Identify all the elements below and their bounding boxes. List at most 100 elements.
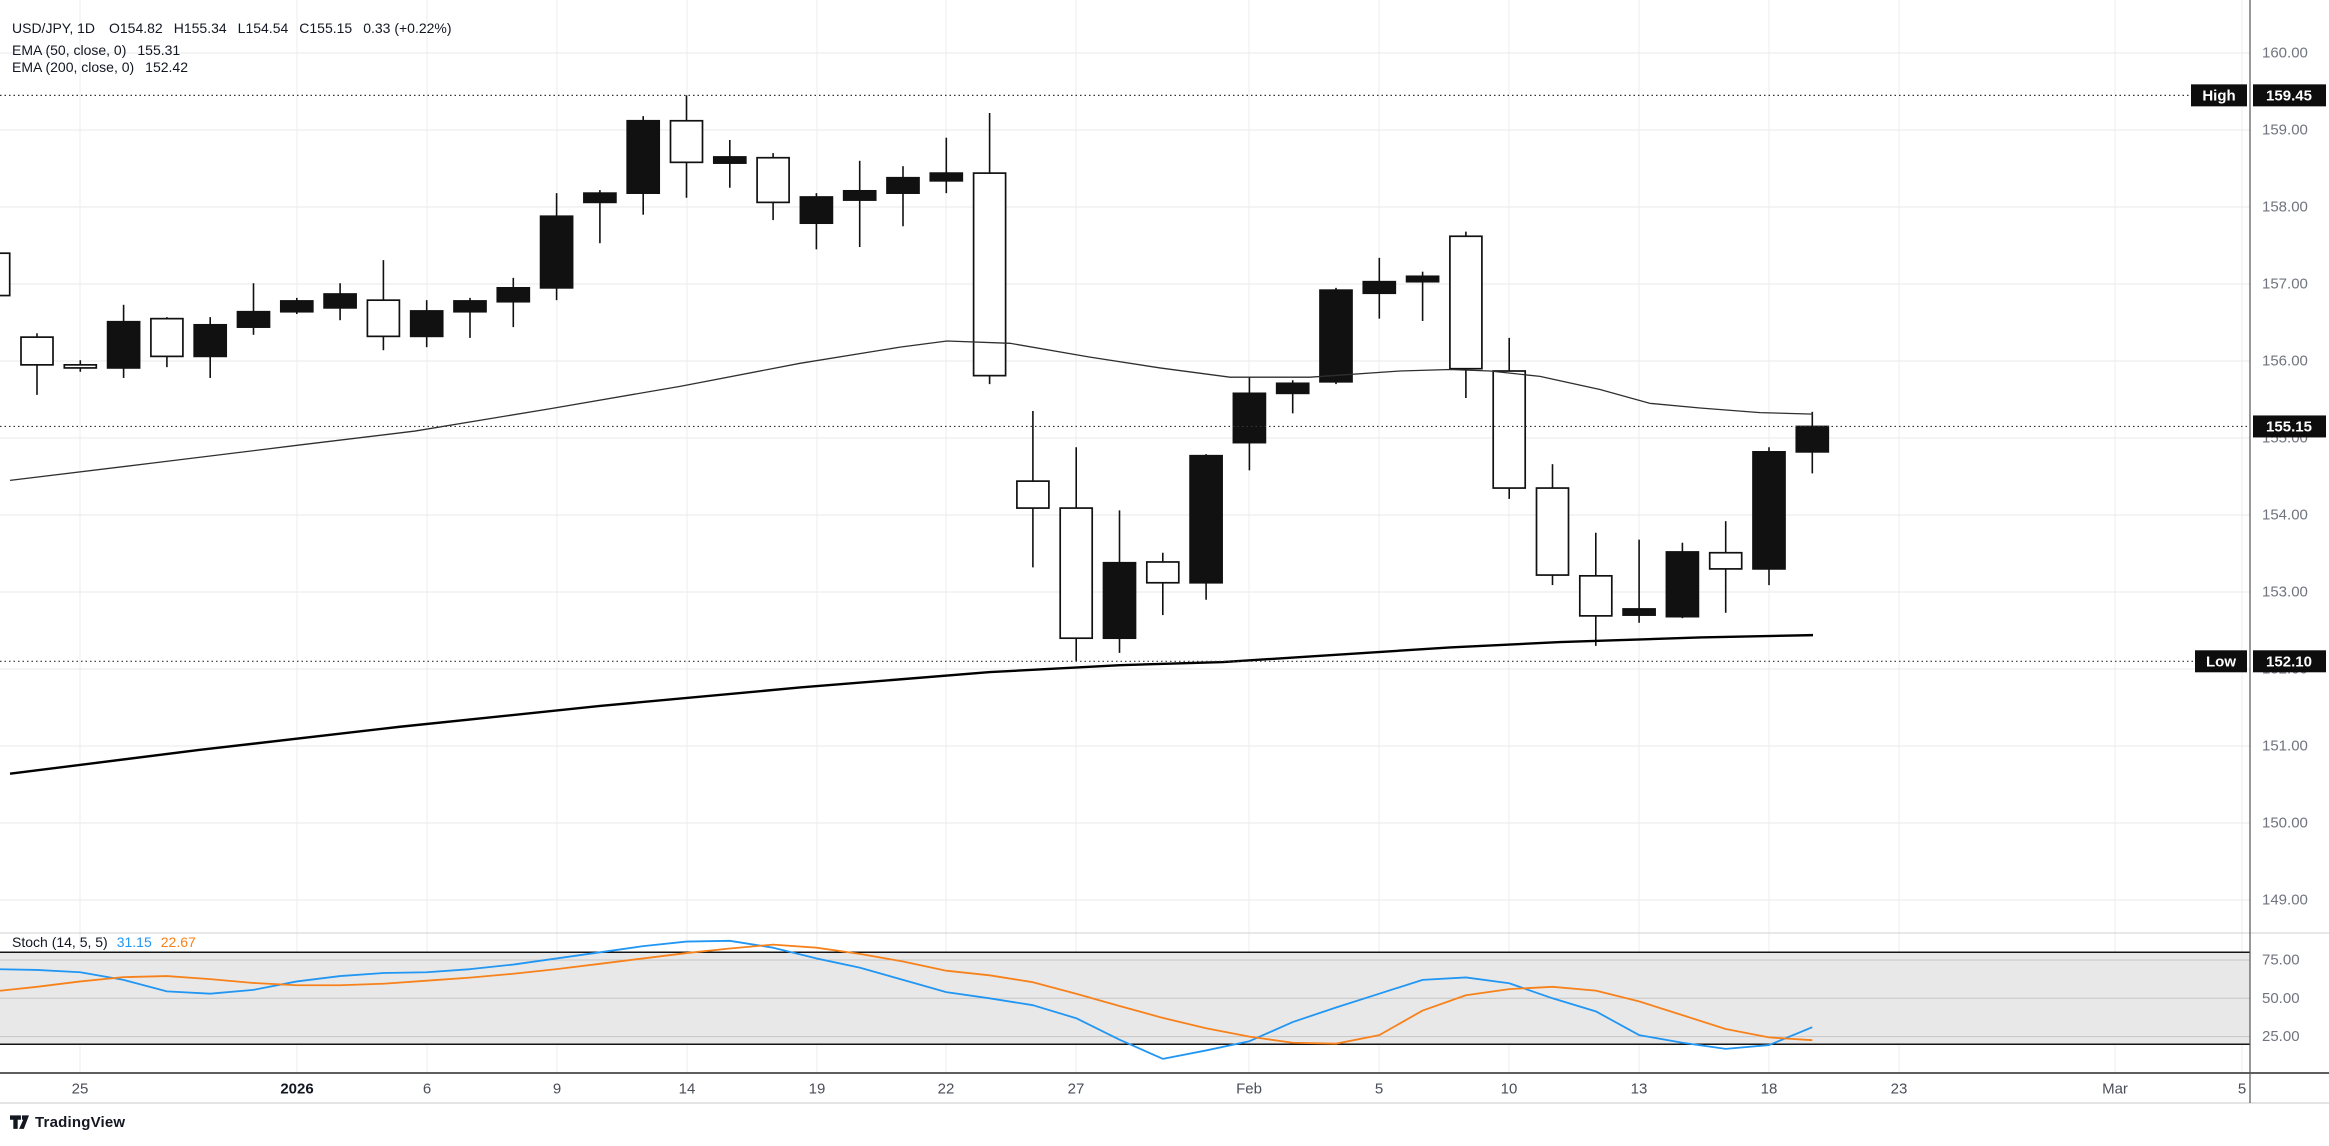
candle[interactable] xyxy=(1405,271,1440,321)
candle[interactable] xyxy=(1232,377,1267,471)
candle[interactable] xyxy=(886,166,920,227)
stoch-k-value: 31.15 xyxy=(116,934,152,950)
ohlc-high: H155.34 xyxy=(173,20,227,36)
ohlc-change: 0.33 (+0.22%) xyxy=(363,20,452,36)
svg-text:6: 6 xyxy=(423,1081,431,1098)
ema200-legend-row[interactable]: EMA (200, close, 0) 152.42 xyxy=(12,59,188,75)
pane-borders xyxy=(0,0,2329,1104)
candle[interactable] xyxy=(1449,231,1483,398)
svg-text:14: 14 xyxy=(679,1081,696,1098)
candle[interactable] xyxy=(1708,521,1743,613)
candle[interactable] xyxy=(1102,510,1137,653)
price-axis[interactable]: 160.00159.00158.00157.00156.00155.00154.… xyxy=(2262,45,2308,1046)
svg-text:5: 5 xyxy=(1375,1081,1383,1098)
candle[interactable] xyxy=(453,297,487,338)
svg-text:19: 19 xyxy=(809,1081,826,1098)
candle[interactable] xyxy=(1059,447,1094,662)
tradingview-label: TradingView xyxy=(35,1114,126,1131)
svg-text:155.15: 155.15 xyxy=(2266,418,2312,435)
svg-text:23: 23 xyxy=(1891,1081,1908,1098)
tradingview-icon xyxy=(10,1114,29,1129)
candle[interactable] xyxy=(63,360,98,372)
candle[interactable] xyxy=(1016,411,1050,568)
stoch-d-line[interactable] xyxy=(0,943,1813,1045)
ohlc-low: L154.54 xyxy=(237,20,289,36)
svg-text:25.00: 25.00 xyxy=(2262,1028,2300,1045)
candle[interactable] xyxy=(1145,552,1180,616)
candle[interactable] xyxy=(1319,287,1353,385)
ohlc-open: O154.82 xyxy=(109,20,163,36)
candle[interactable] xyxy=(496,277,531,328)
candle[interactable] xyxy=(193,317,228,378)
ema50-line[interactable] xyxy=(9,340,1814,481)
candle[interactable] xyxy=(1752,447,1786,586)
time-axis[interactable]: 25 2026 6 9 14 19 22 27 Feb 5 10 13 18 23 Mar 5 xyxy=(72,1081,2247,1098)
candle[interactable] xyxy=(929,137,964,194)
candle[interactable] xyxy=(583,190,617,244)
candles[interactable] xyxy=(0,95,1830,662)
ema200-line[interactable] xyxy=(9,633,1814,775)
candle[interactable] xyxy=(1578,532,1613,646)
svg-text:10: 10 xyxy=(1501,1081,1518,1098)
ema200-value: 152.42 xyxy=(145,59,188,75)
vertical-gridlines xyxy=(79,0,2243,1073)
candle[interactable] xyxy=(1795,411,1830,474)
svg-text:13: 13 xyxy=(1631,1081,1648,1098)
candle[interactable] xyxy=(1622,539,1656,623)
svg-text:151.00: 151.00 xyxy=(2262,738,2308,755)
svg-text:157.00: 157.00 xyxy=(2262,276,2308,293)
candle[interactable] xyxy=(756,153,790,221)
candle[interactable] xyxy=(669,95,704,198)
candle[interactable] xyxy=(366,260,401,351)
candle[interactable] xyxy=(20,333,54,395)
high-label-badge: High xyxy=(2191,84,2247,107)
candle[interactable] xyxy=(279,297,314,315)
svg-text:152.10: 152.10 xyxy=(2266,653,2312,670)
svg-text:9: 9 xyxy=(553,1081,561,1098)
price-gridlines xyxy=(0,52,2250,901)
candle[interactable] xyxy=(1275,380,1310,414)
svg-text:50.00: 50.00 xyxy=(2262,990,2300,1007)
candle[interactable] xyxy=(0,246,11,308)
svg-text:75.00: 75.00 xyxy=(2262,951,2300,968)
stoch-k-line[interactable] xyxy=(0,939,1813,1060)
svg-text:27: 27 xyxy=(1068,1081,1085,1098)
ema50-value: 155.31 xyxy=(137,42,181,58)
ema50-label: EMA (50, close, 0) xyxy=(12,42,127,58)
stoch-legend-row[interactable]: Stoch (14, 5, 5) 31.15 22.67 xyxy=(12,934,196,950)
svg-text:Low: Low xyxy=(2206,653,2236,670)
high-price-badge: 159.45 xyxy=(2253,84,2326,107)
candle[interactable] xyxy=(842,160,877,248)
svg-text:Mar: Mar xyxy=(2102,1081,2128,1098)
candle[interactable] xyxy=(1492,337,1527,499)
candle[interactable] xyxy=(626,116,661,215)
svg-text:25: 25 xyxy=(72,1081,89,1098)
candle[interactable] xyxy=(323,283,357,321)
symbol-legend-row[interactable]: USD/JPY, 1D O154.82 H155.34 L154.54 C155.15 0… xyxy=(12,20,452,36)
candle[interactable] xyxy=(236,283,271,335)
candle[interactable] xyxy=(106,304,141,378)
ema50-legend-row[interactable]: EMA (50, close, 0) 155.31 xyxy=(12,42,180,58)
marker-lines xyxy=(0,94,2250,662)
stoch-band xyxy=(0,951,2250,1046)
svg-text:158.00: 158.00 xyxy=(2262,199,2308,216)
candle[interactable] xyxy=(409,300,444,348)
candle[interactable] xyxy=(712,140,747,188)
svg-text:154.00: 154.00 xyxy=(2262,507,2308,524)
candle[interactable] xyxy=(1665,542,1700,619)
last-price-badge: 155.15 xyxy=(2253,415,2326,438)
candle[interactable] xyxy=(1362,257,1397,319)
svg-text:156.00: 156.00 xyxy=(2262,353,2308,370)
candle[interactable] xyxy=(799,193,834,250)
low-label-badge: Low xyxy=(2195,650,2247,673)
svg-text:159.00: 159.00 xyxy=(2262,122,2308,139)
candle[interactable] xyxy=(539,193,574,301)
candle[interactable] xyxy=(1535,464,1570,586)
candle[interactable] xyxy=(150,317,184,368)
svg-text:153.00: 153.00 xyxy=(2262,584,2308,601)
tradingview-logo[interactable]: TradingView xyxy=(10,1114,125,1131)
svg-text:22: 22 xyxy=(938,1081,955,1098)
stoch-label: Stoch (14, 5, 5) xyxy=(12,934,108,950)
candle[interactable] xyxy=(1189,454,1223,600)
